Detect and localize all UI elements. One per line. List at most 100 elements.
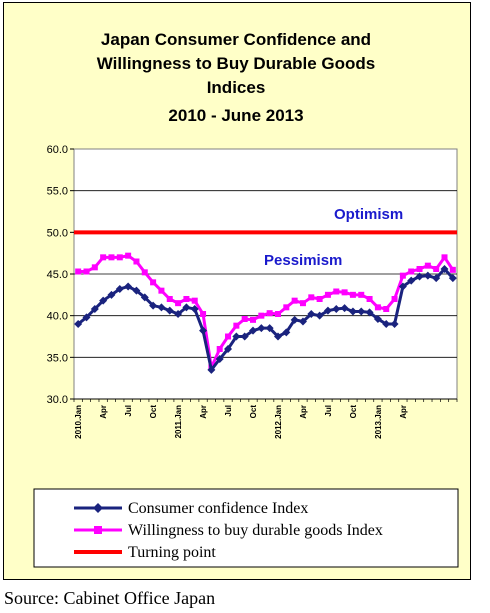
data-point	[249, 326, 258, 335]
x-axis: 2010.Jan Apr Jul Oct 2011.Jan Apr Jul Oct 2012.J…	[73, 398, 458, 439]
pessimism-label: Pessimism	[264, 252, 342, 269]
data-point	[366, 296, 373, 302]
data-point	[90, 305, 99, 313]
data-point	[250, 316, 257, 323]
y-tick-label: 45.0	[47, 269, 68, 281]
data-point	[132, 286, 141, 295]
legend-label: Consumer confidence Index	[128, 500, 308, 517]
data-point	[274, 311, 281, 317]
data-point	[341, 289, 348, 296]
y-tick-label: 35.0	[47, 352, 68, 364]
data-point	[323, 306, 332, 315]
chart-svg: Japan Consumer Confidence and Willingness…	[33, 30, 459, 568]
data-point	[324, 291, 331, 298]
data-point	[440, 265, 449, 273]
data-point	[140, 293, 149, 302]
data-point	[257, 324, 266, 333]
data-point	[141, 269, 148, 276]
data-point	[449, 266, 456, 273]
series-line-0	[77, 266, 454, 374]
data-point	[99, 296, 108, 305]
data-point	[158, 287, 165, 294]
data-point	[298, 317, 307, 326]
data-point	[166, 296, 173, 302]
title-line: 2010 - June 2013	[168, 106, 303, 125]
data-point	[340, 304, 349, 313]
data-point	[91, 264, 98, 271]
data-point	[308, 294, 315, 301]
data-point	[191, 297, 198, 304]
y-tick-label: 40.0	[47, 311, 68, 323]
data-point	[415, 272, 424, 281]
data-point	[441, 254, 448, 261]
data-point	[115, 285, 124, 293]
data-point	[124, 282, 133, 291]
data-point	[74, 320, 83, 328]
y-tick-label: 50.0	[47, 227, 68, 239]
data-point	[407, 276, 416, 285]
data-point	[233, 322, 240, 329]
data-point	[175, 300, 182, 307]
x-tick-label: Oct	[249, 405, 258, 419]
data-point	[240, 332, 249, 341]
data-point	[408, 268, 415, 275]
data-point	[373, 315, 382, 323]
legend-marker	[94, 526, 102, 534]
x-tick-label: Jul	[324, 405, 333, 417]
data-point	[273, 332, 282, 341]
x-tick-label: 2010.Jan	[74, 405, 83, 439]
data-point	[332, 305, 341, 313]
data-point	[216, 346, 223, 352]
x-tick-label: 2012.Jan	[274, 405, 283, 439]
data-point	[383, 306, 390, 312]
data-point	[357, 307, 366, 316]
data-point	[299, 300, 306, 307]
data-point	[133, 258, 140, 265]
data-point	[424, 262, 431, 269]
data-point	[266, 310, 273, 317]
x-tick-label: Oct	[149, 405, 158, 419]
x-tick-label: Oct	[349, 405, 358, 419]
x-tick-label: Apr	[399, 405, 408, 419]
data-point	[315, 311, 324, 320]
chart-title: Japan Consumer Confidence and Willingness…	[97, 30, 375, 125]
data-point	[225, 333, 232, 340]
x-tick-label: 2013.Jan	[374, 405, 383, 439]
series-line-1	[78, 254, 455, 373]
y-tick-label: 30.0	[47, 394, 68, 406]
data-point	[390, 320, 399, 328]
optimism-label: Optimism	[334, 206, 403, 223]
data-point	[125, 252, 132, 259]
legend-label: Turning point	[128, 544, 216, 561]
data-point	[382, 320, 391, 328]
data-point	[283, 304, 290, 311]
data-point	[116, 254, 123, 261]
data-point	[258, 312, 265, 319]
data-point	[183, 296, 190, 302]
x-tick-label: Apr	[199, 405, 208, 419]
data-point	[348, 307, 357, 316]
data-point	[182, 303, 191, 312]
title-line: Willingness to Buy Durable Goods	[97, 54, 375, 73]
title-line: Japan Consumer Confidence and	[101, 30, 371, 49]
data-point	[282, 328, 291, 337]
data-point	[316, 296, 323, 302]
y-axis: 60.0 55.0 50.0 45.0 40.0 35.0 30.0	[47, 144, 74, 406]
data-point	[391, 296, 398, 302]
chart-frame: Japan Consumer Confidence and Willingness…	[3, 2, 471, 580]
series-layer	[74, 230, 457, 374]
data-point	[398, 282, 407, 291]
x-tick-label: Jul	[224, 405, 233, 417]
data-point	[307, 310, 316, 318]
x-tick-label: Apr	[299, 405, 308, 419]
data-point	[265, 324, 274, 333]
data-point	[200, 311, 207, 317]
y-tick-label: 55.0	[47, 186, 68, 198]
data-point	[358, 291, 365, 298]
data-point	[75, 268, 82, 275]
data-point	[165, 306, 174, 315]
legend-marker	[93, 503, 103, 513]
y-tick-label: 60.0	[47, 144, 68, 156]
data-point	[149, 301, 158, 310]
x-tick-label: Jul	[124, 405, 133, 417]
